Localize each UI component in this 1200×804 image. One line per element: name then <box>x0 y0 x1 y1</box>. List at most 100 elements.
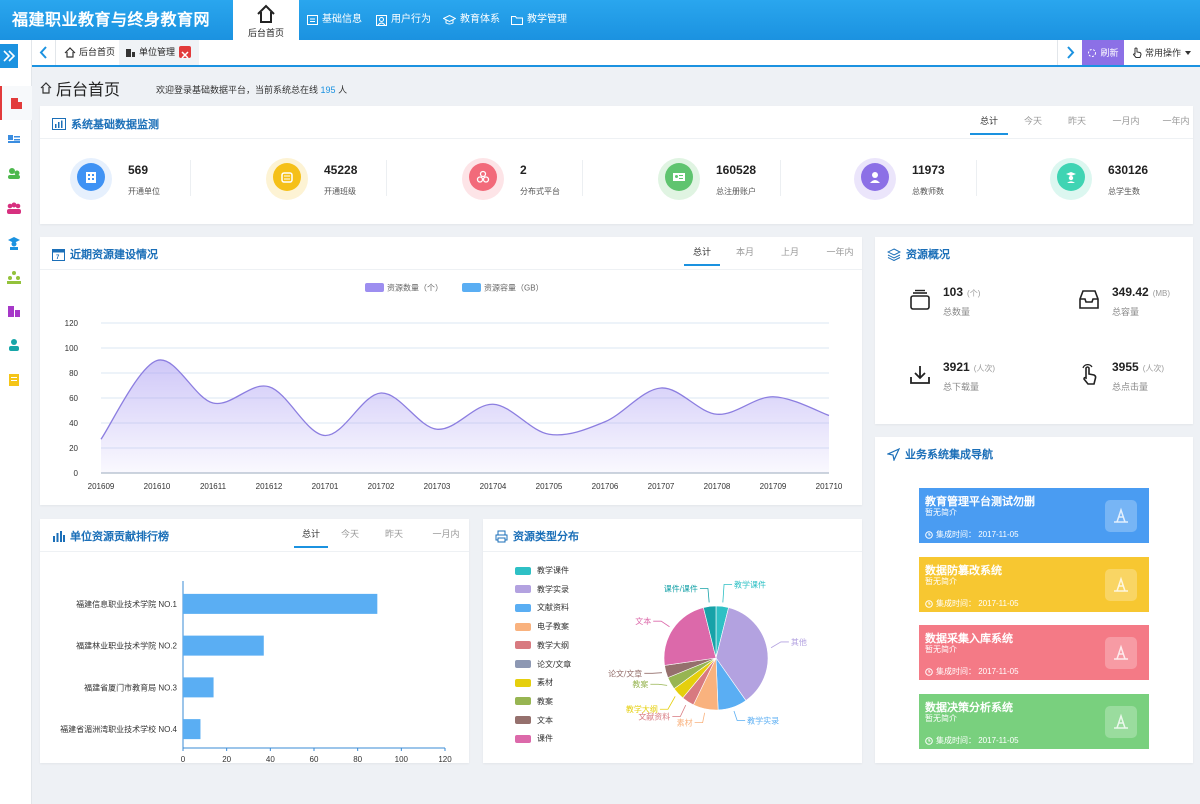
biznav-card-time: 集成时间： 2017-11-05 <box>925 666 1019 677</box>
nav-item-education-system[interactable]: 教育体系 <box>443 0 500 40</box>
close-icon <box>181 51 189 59</box>
overview-unit: (MB) <box>1152 289 1171 298</box>
x-tick-label: 100 <box>395 755 409 763</box>
divider <box>40 551 469 552</box>
filter-total[interactable]: 总计 <box>294 527 328 548</box>
pie-label-line <box>659 696 676 710</box>
person-icon[interactable] <box>6 338 22 352</box>
overview-total-count: 103 (个) 总数量 <box>909 285 1059 325</box>
filter-last-month[interactable]: 上月 <box>780 247 799 257</box>
legend-label: 教学课件 <box>537 566 569 575</box>
sidebar-item-home[interactable] <box>0 86 32 120</box>
common-actions-dropdown[interactable]: 常用操作 <box>1126 40 1200 65</box>
online-count: 195 <box>320 85 336 95</box>
filter-today[interactable]: 今天 <box>340 529 359 539</box>
legend-item[interactable]: 电子教案 <box>515 621 569 632</box>
id-card-icon[interactable] <box>6 132 22 146</box>
stat-value: 2 <box>520 163 527 177</box>
filter-total[interactable]: 总计 <box>684 245 720 266</box>
filter-yesterday[interactable]: 昨天 <box>384 529 403 539</box>
x-tick-label: 201611 <box>200 482 227 491</box>
stat-classes: 45228 开通班级 <box>266 156 436 204</box>
biznav-card-time: 集成时间： 2017-11-05 <box>925 529 1019 540</box>
home-icon <box>40 82 52 94</box>
nav-home-button[interactable]: 后台首页 <box>233 0 299 42</box>
legend-item[interactable]: 文本 <box>515 715 553 726</box>
legend-item[interactable]: 教学实录 <box>515 584 569 595</box>
legend-item[interactable]: 教学大纲 <box>515 640 569 651</box>
filter-month[interactable]: 一月内 <box>432 529 460 539</box>
biznav-card-desc: 暂无简介 <box>925 714 957 723</box>
filter-today[interactable]: 今天 <box>1023 116 1042 126</box>
x-tick-label: 201707 <box>648 482 675 491</box>
ranking-title: 单位资源贡献排行榜 <box>52 528 169 544</box>
pie-label-line <box>770 641 789 649</box>
top-bar: 福建职业教育与终身教育网 后台首页 基础信息 用户行为 教育体系 教学管理 <box>0 0 1200 42</box>
filter-month[interactable]: 一月内 <box>1112 116 1140 126</box>
stat-label: 开通班级 <box>324 187 356 196</box>
legend-item[interactable]: 素材 <box>515 677 553 688</box>
monitor-title: 系统基础数据监测 <box>52 116 159 132</box>
team-icon[interactable] <box>6 270 22 284</box>
bar-chart-icon <box>52 118 66 130</box>
biznav-card-edu-platform[interactable]: 教育管理平台测试勿删 暂无简介 集成时间： 2017-11-05 <box>919 488 1149 543</box>
biznav-card-desc: 暂无简介 <box>925 508 957 517</box>
divider <box>976 160 977 196</box>
tab-unit-management[interactable]: 单位管理 <box>119 40 199 65</box>
graduate-icon[interactable] <box>6 236 22 250</box>
filter-year[interactable]: 一年内 <box>826 247 854 257</box>
filter-year[interactable]: 一年内 <box>1162 116 1190 126</box>
biznav-title-text: 业务系统集成导航 <box>905 449 993 461</box>
legend-swatch <box>515 734 531 743</box>
biznav-card-data-collection[interactable]: 数据采集入库系统 暂无简介 集成时间： 2017-11-05 <box>919 625 1149 680</box>
biznav-card-anti-tamper[interactable]: 数据防篡改系统 暂无简介 集成时间： 2017-11-05 <box>919 557 1149 612</box>
legend-label: 素材 <box>537 678 553 688</box>
nav-home-label: 后台首页 <box>247 28 284 38</box>
refresh-button[interactable]: 刷新 <box>1082 40 1124 65</box>
tabs-scroll-right-button[interactable] <box>1057 40 1081 65</box>
app-store-icon <box>1105 569 1137 601</box>
sidebar-toggle-button[interactable] <box>0 44 18 68</box>
legend-label: 教学大纲 <box>537 640 569 650</box>
app-store-icon <box>1105 706 1137 738</box>
x-tick-label: 201702 <box>368 482 395 491</box>
organization-icon[interactable] <box>6 304 22 318</box>
users-icon[interactable] <box>6 166 22 180</box>
legend-item[interactable]: 论文/文章 <box>515 659 571 670</box>
pie-label-line <box>699 588 710 603</box>
legend-item[interactable]: 教学课件 <box>515 565 569 576</box>
biznav-card-decision-analysis[interactable]: 数据决策分析系统 暂无简介 集成时间： 2017-11-05 <box>919 694 1149 749</box>
nav-item-teaching-management[interactable]: 教学管理 <box>511 0 567 40</box>
filter-yesterday[interactable]: 昨天 <box>1067 116 1086 126</box>
biznav-card-time: 集成时间： 2017-11-05 <box>925 735 1019 746</box>
overview-label: 总下载量 <box>943 382 980 392</box>
x-tick-label: 201710 <box>816 482 843 491</box>
nav-item-user-behavior[interactable]: 用户行为 <box>376 0 431 40</box>
tab-home[interactable]: 后台首页 <box>58 40 121 65</box>
nav-item-basic-info[interactable]: 基础信息 <box>307 0 362 40</box>
legend-item[interactable]: 文献资料 <box>515 602 569 613</box>
stat-label: 总注册账户 <box>716 187 756 196</box>
building-icon <box>11 98 22 109</box>
tab-close-button[interactable] <box>179 46 191 59</box>
document-icon[interactable] <box>6 373 22 387</box>
pie-label: 教学大纲 <box>626 704 658 714</box>
filter-this-month[interactable]: 本月 <box>735 247 754 257</box>
series-line <box>100 359 830 440</box>
group-icon[interactable] <box>6 201 22 215</box>
user-frame-icon <box>376 14 387 26</box>
legend-swatch <box>515 566 531 575</box>
filter-total[interactable]: 总计 <box>970 114 1008 135</box>
pie-label: 教案 <box>632 679 648 689</box>
legend-label: 电子教案 <box>537 622 569 632</box>
tabs-scroll-left-button[interactable] <box>32 40 56 65</box>
calendar-icon: 7 <box>52 248 65 261</box>
hand-pointer-icon <box>1132 47 1142 58</box>
overview-label: 总容量 <box>1112 307 1140 317</box>
legend-item[interactable]: 教案 <box>515 696 553 707</box>
welcome-prefix: 欢迎登录基础数据平台，当前系统总在线 <box>156 85 319 95</box>
clock-icon <box>925 599 933 608</box>
legend-item[interactable]: 课件 <box>515 733 553 744</box>
layers-icon <box>887 247 901 261</box>
